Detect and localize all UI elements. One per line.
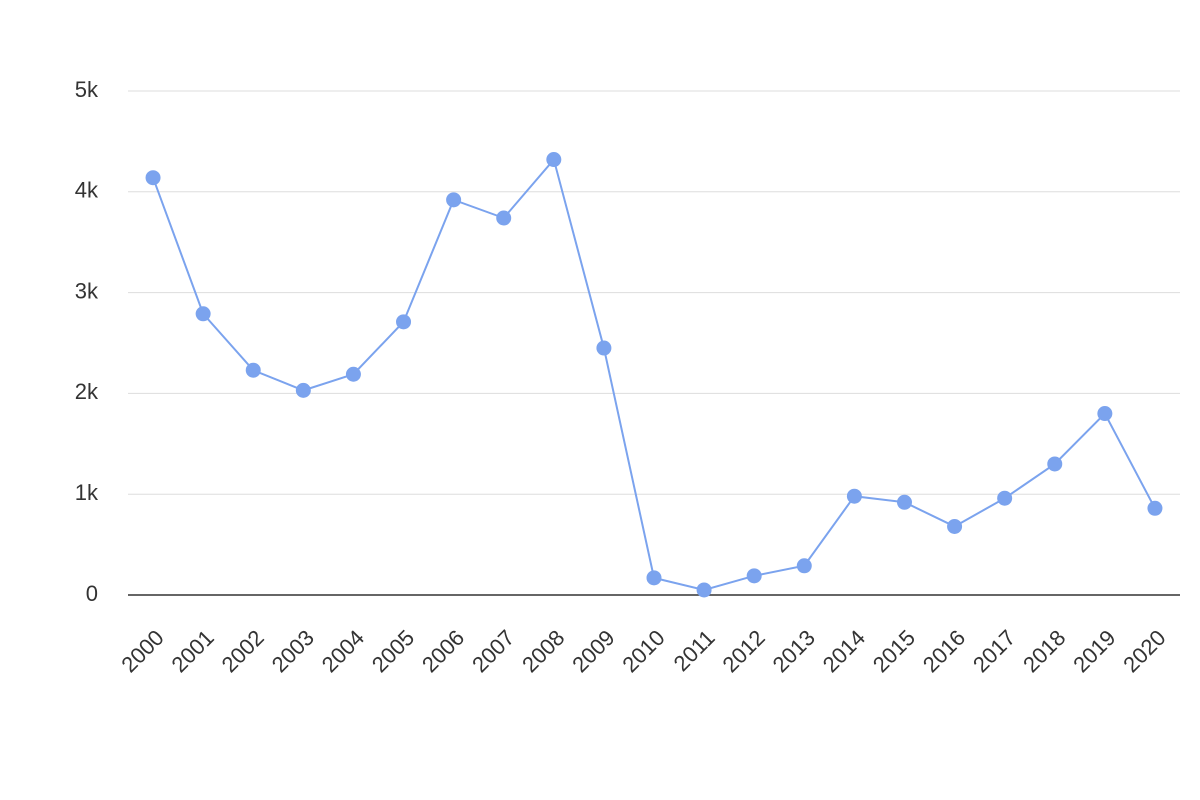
point [446,192,462,208]
x-tick-label: 2006 [417,625,469,677]
point [245,362,261,378]
line [152,157,1156,591]
point [396,314,412,330]
x-tick-label: 2010 [617,625,669,677]
point [295,382,311,398]
point [947,518,963,534]
x-tick-label: 2013 [768,625,820,677]
x-tick-label: 2000 [116,625,168,677]
x-tick-label: 2015 [868,625,920,677]
x-tick-label: 2005 [367,625,419,677]
point [846,488,862,504]
y-tick-label: 4k [75,178,99,203]
point [1047,456,1063,472]
x-tick-label: 2012 [718,625,770,677]
x-tick-label: 2019 [1068,625,1120,677]
point [596,340,612,356]
x-tick-label: 2018 [1018,625,1070,677]
x-tick-label: 2008 [517,625,569,677]
point [145,170,161,186]
x-tick-label: 2014 [818,625,870,677]
y-tick-label: 2k [75,379,99,404]
y-tick-label: 3k [75,278,99,303]
point [345,366,361,382]
x-tick-label: 2002 [217,625,269,677]
x-tick-label: 2016 [918,625,970,677]
x-tick-label: 2003 [267,625,319,677]
x-tick-label: 2001 [166,625,218,677]
y-tick-label: 5k [75,77,99,102]
x-tick-label: 2004 [317,625,369,677]
y-tick-label: 1k [75,480,99,505]
point [746,568,762,584]
point [997,490,1013,506]
point [796,558,812,574]
point [1147,500,1163,516]
point [496,210,512,226]
point [646,570,662,586]
point [195,306,211,322]
x-tick-label: 2009 [567,625,619,677]
point [1097,406,1113,422]
x-tick-label: 2011 [669,625,720,676]
x-tick-label: 2017 [968,625,1020,677]
point [896,494,912,510]
x-tick-label: 2020 [1118,625,1170,677]
x-tick-label: 2007 [467,625,519,677]
y-tick-label: 0 [86,581,98,606]
point [546,152,562,168]
point [696,582,712,598]
